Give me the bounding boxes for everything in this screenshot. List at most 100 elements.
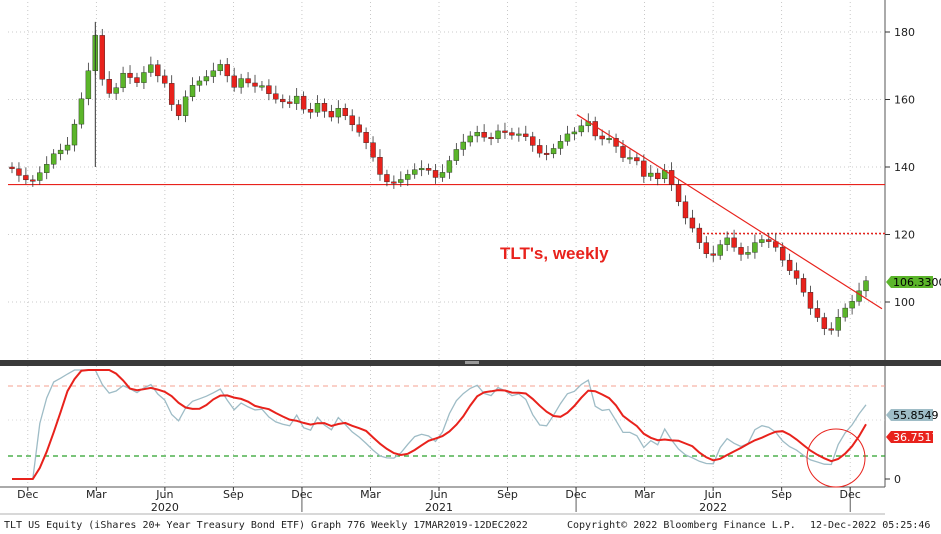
candle [779, 247, 786, 261]
candle [134, 77, 140, 83]
fast-line-value-label: 55.8549 [893, 409, 939, 422]
candle [266, 85, 272, 94]
candle [550, 148, 557, 155]
candle [655, 172, 661, 180]
candle [356, 124, 362, 133]
price-tick-label: 140 [894, 161, 915, 174]
candle [203, 76, 210, 82]
footer-left: TLT US Equity (iShares 20+ Year Treasury… [4, 520, 528, 531]
candle [557, 141, 564, 149]
candle [668, 170, 675, 185]
candle [252, 82, 258, 87]
candle [717, 244, 723, 256]
candle [398, 179, 404, 183]
candle [863, 280, 869, 292]
candle [495, 130, 501, 139]
candle [57, 149, 64, 155]
candle [363, 132, 369, 143]
candle [120, 72, 126, 88]
candle [300, 95, 307, 110]
candle [425, 168, 432, 171]
x-tick-label: Mar [360, 488, 381, 501]
candle [155, 64, 161, 77]
candle [113, 87, 119, 94]
year-label: 2020 [151, 501, 179, 514]
chart-annotation: TLT's, weekly [500, 244, 609, 263]
candle [641, 160, 647, 177]
candle [182, 96, 189, 116]
x-tick-label: Jun [155, 488, 173, 501]
candle [44, 164, 50, 173]
candle [37, 172, 43, 181]
candle [106, 79, 112, 94]
year-label: 2022 [699, 501, 727, 514]
candle [280, 98, 286, 103]
candle [682, 201, 689, 219]
price-tick-label: 160 [894, 94, 915, 107]
separator-grip [465, 361, 479, 364]
candle [786, 259, 793, 271]
candle [99, 35, 105, 80]
candle [30, 179, 36, 182]
candle [543, 152, 550, 155]
candle [536, 145, 543, 154]
x-tick-label: Sep [223, 488, 244, 501]
candle [78, 98, 85, 125]
candle [634, 157, 640, 162]
candle [273, 93, 279, 100]
candle [606, 138, 612, 141]
candle [849, 301, 855, 309]
candle [85, 70, 92, 100]
candle [321, 103, 328, 112]
candle [127, 72, 133, 78]
candle [370, 142, 376, 158]
candle [377, 157, 383, 175]
candle [217, 64, 223, 72]
candle [842, 307, 848, 318]
candle [439, 172, 446, 178]
candle [23, 175, 29, 181]
x-tick-label: Jun [429, 488, 447, 501]
candle [259, 85, 265, 88]
candle [64, 144, 71, 151]
candle [16, 168, 22, 176]
candle [432, 170, 439, 178]
candle [675, 184, 682, 202]
candle [724, 237, 730, 245]
candle [335, 108, 342, 118]
last-price-tag: 106.3300 [886, 276, 941, 289]
candle [141, 72, 147, 83]
price-tick-label: 100 [894, 296, 915, 309]
candle [613, 138, 619, 147]
candle [287, 101, 293, 104]
candle [71, 123, 78, 146]
candle [731, 237, 737, 248]
candle [793, 270, 800, 279]
candle [689, 217, 696, 229]
candle [759, 239, 765, 243]
candle [418, 168, 425, 171]
candle [411, 169, 418, 175]
candle [342, 108, 348, 116]
candle [460, 141, 467, 150]
price-tick-label: 120 [894, 229, 915, 242]
candle [571, 131, 578, 135]
candle [9, 166, 15, 169]
osc-tick-label: 0 [894, 473, 901, 486]
candle [766, 239, 772, 242]
candle [488, 137, 494, 140]
candle [502, 130, 508, 133]
slow-line-value-label: 36.7517 [893, 431, 939, 444]
candle [384, 174, 390, 183]
candle [516, 133, 522, 136]
candle [710, 253, 716, 256]
candle [648, 172, 654, 177]
candle [620, 146, 626, 158]
candle [405, 174, 411, 180]
footer-timestamp: 12-Dec-2022 05:25:46 [810, 520, 930, 531]
candle [627, 157, 633, 160]
candle [162, 75, 168, 84]
x-tick-label: Mar [86, 488, 107, 501]
slow-oscillator-line [12, 369, 867, 480]
